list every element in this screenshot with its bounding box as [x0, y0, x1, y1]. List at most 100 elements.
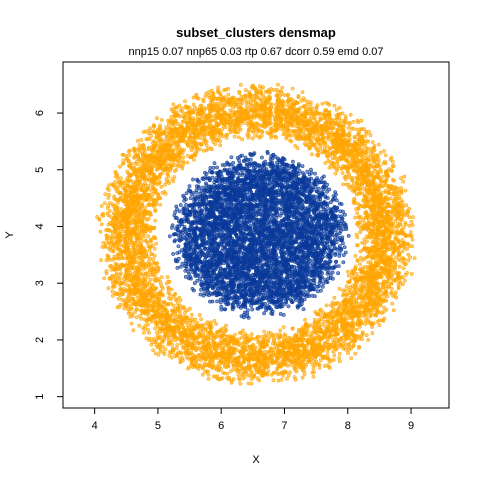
data-point — [249, 381, 254, 386]
data-point — [216, 110, 221, 115]
data-point — [140, 159, 145, 164]
data-point — [107, 209, 112, 214]
data-point — [125, 169, 130, 174]
data-point — [172, 320, 176, 325]
data-point — [390, 159, 395, 164]
data-point — [125, 184, 130, 188]
data-point — [240, 328, 245, 333]
data-point — [160, 344, 165, 349]
data-point — [369, 154, 374, 159]
data-point — [358, 187, 362, 192]
data-point — [390, 301, 395, 306]
data-point — [148, 239, 153, 244]
data-point — [121, 158, 126, 163]
data-point — [408, 233, 413, 238]
data-point — [288, 138, 292, 143]
data-point — [188, 145, 193, 150]
data-point — [158, 138, 163, 143]
data-point — [268, 103, 273, 107]
data-point — [378, 167, 383, 172]
data-point — [367, 204, 371, 209]
data-point — [363, 134, 367, 139]
data-point — [272, 117, 277, 122]
data-point — [148, 277, 153, 282]
data-point — [259, 373, 264, 378]
data-point — [151, 191, 156, 196]
data-point — [149, 319, 154, 324]
data-point — [310, 370, 315, 375]
data-point — [163, 182, 167, 187]
data-point — [130, 314, 135, 318]
data-point — [308, 107, 312, 112]
data-point — [346, 182, 351, 187]
data-point — [241, 349, 246, 354]
data-point — [236, 135, 241, 140]
data-point — [172, 163, 177, 168]
data-point — [141, 130, 146, 134]
data-point — [262, 329, 267, 334]
data-point — [127, 153, 132, 157]
data-point — [344, 293, 349, 298]
data-point — [366, 246, 371, 251]
data-point — [274, 102, 279, 107]
data-point — [259, 129, 264, 134]
data-point — [207, 361, 212, 365]
data-point — [337, 301, 342, 306]
data-point — [408, 255, 413, 260]
data-point — [116, 296, 121, 301]
data-point — [158, 202, 163, 207]
data-point — [126, 149, 131, 154]
data-point — [402, 278, 407, 283]
data-point — [154, 343, 159, 348]
data-point — [114, 197, 118, 202]
data-point — [331, 118, 336, 123]
data-point — [242, 358, 247, 363]
data-point — [250, 136, 255, 141]
data-point — [365, 154, 370, 159]
data-point — [162, 300, 167, 305]
data-point — [375, 216, 380, 221]
data-point — [170, 342, 175, 347]
data-point — [139, 138, 144, 142]
data-point — [199, 142, 204, 147]
data-point — [164, 125, 169, 130]
data-point — [381, 309, 386, 314]
data-point — [155, 330, 159, 335]
data-point — [405, 270, 410, 275]
data-point — [159, 275, 164, 280]
data-point — [231, 367, 236, 372]
data-point — [204, 143, 209, 148]
data-point — [135, 138, 140, 143]
data-point — [325, 144, 330, 149]
data-point — [111, 293, 115, 298]
data-point — [105, 206, 110, 210]
data-point — [355, 156, 360, 161]
data-point — [114, 171, 118, 176]
data-point — [206, 376, 211, 381]
data-point — [410, 237, 415, 242]
data-point — [273, 135, 278, 140]
data-point — [396, 257, 401, 262]
data-point — [274, 93, 279, 98]
data-point — [172, 110, 177, 115]
data-point — [312, 116, 317, 121]
data-point — [215, 97, 220, 102]
data-point — [302, 98, 307, 103]
data-point — [246, 100, 250, 105]
data-point — [144, 271, 149, 276]
data-point — [271, 378, 276, 383]
data-point — [276, 378, 281, 383]
data-point — [245, 334, 250, 339]
data-point — [185, 160, 190, 165]
data-point — [257, 135, 262, 140]
data-point — [160, 190, 165, 195]
data-point — [113, 203, 118, 208]
data-point — [343, 313, 348, 318]
data-point — [267, 335, 272, 340]
data-point — [238, 381, 243, 386]
data-point — [217, 377, 221, 382]
data-point — [149, 195, 154, 200]
data-point — [131, 216, 136, 221]
data-point — [154, 198, 159, 203]
data-point — [227, 127, 232, 132]
